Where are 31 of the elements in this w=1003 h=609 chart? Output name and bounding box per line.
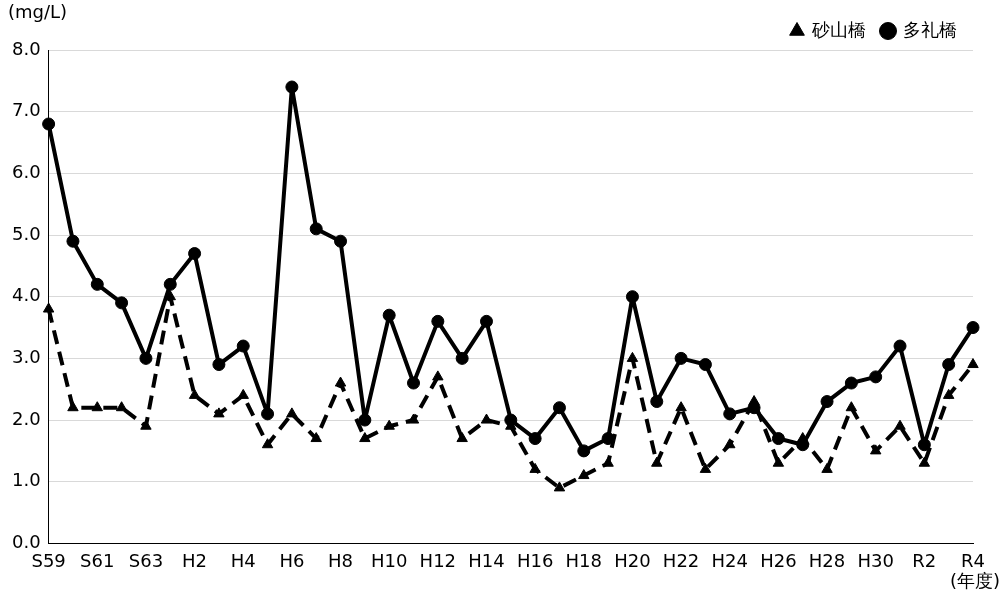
x-tick-label: H10 bbox=[370, 549, 408, 571]
x-tick-label: H24 bbox=[711, 549, 748, 571]
x-tick-label: H12 bbox=[419, 549, 457, 571]
x-tick-label: H18 bbox=[565, 549, 603, 571]
x-tick-label: R2 bbox=[912, 549, 937, 571]
x-tick-label: H22 bbox=[662, 549, 700, 571]
y-tick-label: 5.0 bbox=[11, 222, 41, 244]
x-tick-label: H8 bbox=[328, 549, 354, 571]
x-tick-label: H2 bbox=[182, 549, 208, 571]
x-tick-label: S63 bbox=[128, 549, 164, 571]
y-tick-label: 2.0 bbox=[11, 407, 41, 429]
x-tick-label: H4 bbox=[230, 549, 256, 571]
x-tick-label: H28 bbox=[808, 549, 846, 571]
x-tick-label: H20 bbox=[614, 549, 651, 571]
legend-label: 多礼橋 bbox=[903, 18, 957, 40]
y-tick-label: 1.0 bbox=[11, 469, 41, 491]
y-tick-label: 6.0 bbox=[11, 161, 41, 183]
x-tick-label: H26 bbox=[760, 549, 797, 571]
x-tick-label: R4 bbox=[961, 549, 985, 571]
y-tick-label: 8.0 bbox=[11, 37, 41, 59]
y-tick-label: 4.0 bbox=[11, 284, 41, 306]
y-tick-label: 3.0 bbox=[11, 346, 41, 368]
x-tick-label: H6 bbox=[279, 549, 305, 571]
x-tick-label: H16 bbox=[516, 549, 554, 571]
legend-label: 砂山橋 bbox=[811, 18, 866, 40]
x-axis-title: (年度) bbox=[949, 570, 1000, 592]
y-tick-label: 7.0 bbox=[11, 99, 41, 121]
y-axis-title: (mg/L) bbox=[8, 0, 68, 22]
x-tick-label: H14 bbox=[468, 549, 505, 571]
x-tick-label: H30 bbox=[857, 549, 894, 571]
x-tick-label: S61 bbox=[80, 549, 115, 571]
